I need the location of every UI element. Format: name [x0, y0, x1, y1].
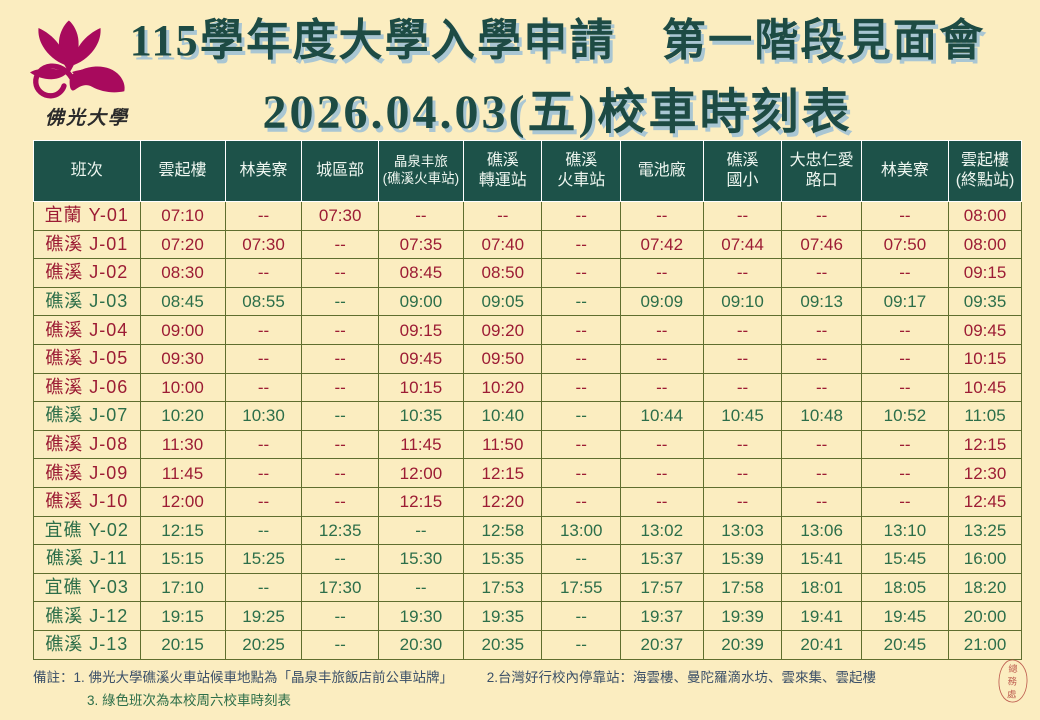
svg-text:處: 處	[1007, 688, 1016, 700]
svg-text:務: 務	[1008, 676, 1018, 688]
svg-text:總: 總	[1008, 663, 1017, 675]
